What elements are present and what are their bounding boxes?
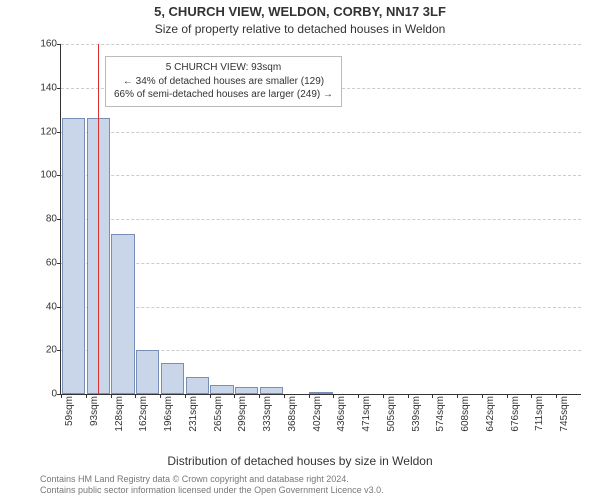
- x-tick-mark: [358, 394, 359, 398]
- x-tick-mark: [408, 394, 409, 398]
- y-tick-mark: [57, 350, 61, 351]
- x-tick-label: 368sqm: [287, 396, 298, 432]
- x-tick-mark: [309, 394, 310, 398]
- x-tick-label: 642sqm: [485, 396, 496, 432]
- histogram-bar: [260, 387, 283, 394]
- y-tick-label: 80: [27, 214, 57, 225]
- x-tick-label: 608sqm: [460, 396, 471, 432]
- x-tick-mark: [284, 394, 285, 398]
- x-tick-label: 231sqm: [188, 396, 199, 432]
- x-tick-label: 711sqm: [534, 396, 545, 431]
- x-tick-mark: [531, 394, 532, 398]
- y-tick-mark: [57, 263, 61, 264]
- x-tick-mark: [556, 394, 557, 398]
- x-tick-label: 574sqm: [435, 396, 446, 432]
- x-axis-label: Distribution of detached houses by size …: [0, 454, 600, 468]
- x-tick-mark: [185, 394, 186, 398]
- histogram-bar: [136, 350, 159, 394]
- x-tick-mark: [432, 394, 433, 398]
- histogram-bar: [62, 118, 85, 394]
- y-tick-label: 160: [27, 39, 57, 50]
- y-tick-mark: [57, 132, 61, 133]
- x-tick-mark: [482, 394, 483, 398]
- x-tick-mark: [507, 394, 508, 398]
- x-tick-label: 196sqm: [163, 396, 174, 432]
- x-tick-mark: [210, 394, 211, 398]
- x-tick-mark: [86, 394, 87, 398]
- property-size-chart: 5, CHURCH VIEW, WELDON, CORBY, NN17 3LF …: [0, 0, 600, 500]
- x-tick-label: 436sqm: [336, 396, 347, 432]
- annotation-box: 5 CHURCH VIEW: 93sqm← 34% of detached ho…: [105, 56, 342, 107]
- plot-area: 02040608010012014016059sqm93sqm128sqm162…: [60, 44, 581, 395]
- x-tick-mark: [457, 394, 458, 398]
- y-tick-mark: [57, 88, 61, 89]
- y-tick-mark: [57, 219, 61, 220]
- x-tick-label: 539sqm: [411, 396, 422, 432]
- histogram-bar: [186, 377, 209, 395]
- gridline: [61, 307, 581, 308]
- gridline: [61, 263, 581, 264]
- x-tick-label: 93sqm: [89, 396, 100, 426]
- x-tick-label: 265sqm: [213, 396, 224, 432]
- annotation-line: ← 34% of detached houses are smaller (12…: [114, 75, 333, 89]
- x-tick-mark: [135, 394, 136, 398]
- x-tick-mark: [61, 394, 62, 398]
- footer-line-1: Contains HM Land Registry data © Crown c…: [40, 474, 590, 485]
- x-tick-label: 676sqm: [510, 396, 521, 432]
- y-tick-label: 100: [27, 170, 57, 181]
- x-tick-label: 505sqm: [386, 396, 397, 432]
- x-tick-label: 402sqm: [312, 396, 323, 432]
- y-tick-label: 0: [27, 389, 57, 400]
- x-tick-mark: [160, 394, 161, 398]
- x-tick-label: 299sqm: [237, 396, 248, 432]
- x-tick-label: 745sqm: [559, 396, 570, 432]
- footer-line-2: Contains public sector information licen…: [40, 485, 590, 496]
- x-tick-mark: [111, 394, 112, 398]
- histogram-bar: [161, 363, 184, 394]
- x-tick-label: 471sqm: [361, 396, 372, 432]
- histogram-bar: [210, 385, 233, 394]
- chart-title-main: 5, CHURCH VIEW, WELDON, CORBY, NN17 3LF: [0, 4, 600, 19]
- gridline: [61, 132, 581, 133]
- chart-title-sub: Size of property relative to detached ho…: [0, 22, 600, 36]
- histogram-bar: [111, 234, 134, 394]
- y-tick-label: 40: [27, 301, 57, 312]
- x-tick-mark: [383, 394, 384, 398]
- y-tick-label: 60: [27, 257, 57, 268]
- y-tick-mark: [57, 175, 61, 176]
- y-tick-label: 140: [27, 82, 57, 93]
- annotation-line: 66% of semi-detached houses are larger (…: [114, 88, 333, 102]
- gridline: [61, 175, 581, 176]
- x-tick-mark: [333, 394, 334, 398]
- x-tick-label: 128sqm: [114, 396, 125, 432]
- gridline: [61, 219, 581, 220]
- x-tick-mark: [259, 394, 260, 398]
- chart-footer: Contains HM Land Registry data © Crown c…: [40, 474, 590, 496]
- y-tick-label: 120: [27, 126, 57, 137]
- x-tick-label: 59sqm: [64, 396, 75, 426]
- gridline: [61, 44, 581, 45]
- histogram-bar: [235, 387, 258, 394]
- x-tick-label: 333sqm: [262, 396, 273, 432]
- y-tick-label: 20: [27, 345, 57, 356]
- x-tick-label: 162sqm: [138, 396, 149, 432]
- annotation-line: 5 CHURCH VIEW: 93sqm: [114, 61, 333, 75]
- x-tick-mark: [234, 394, 235, 398]
- y-tick-mark: [57, 44, 61, 45]
- y-tick-mark: [57, 307, 61, 308]
- property-marker-line: [98, 44, 99, 394]
- histogram-bar: [309, 392, 332, 394]
